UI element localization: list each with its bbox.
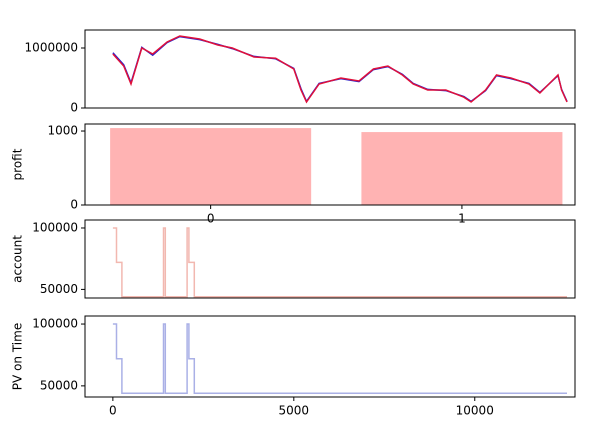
y-tick-label: 0 bbox=[70, 101, 78, 115]
y-axis-label: PV on Time bbox=[11, 323, 25, 390]
line bbox=[112, 323, 567, 395]
bar bbox=[361, 132, 563, 205]
y-axis-label: account bbox=[11, 235, 25, 283]
axes-frame bbox=[84, 29, 576, 109]
y-tick-label: 1000000 bbox=[25, 41, 78, 55]
x-tick-label: 0 bbox=[207, 212, 215, 226]
y-axis-label: profit bbox=[11, 148, 25, 180]
y-tick-label: 50000 bbox=[40, 378, 78, 392]
y-tick-label: 0 bbox=[70, 198, 78, 212]
axes-frame bbox=[84, 123, 576, 206]
line bbox=[112, 227, 567, 298]
y-tick-label: 50000 bbox=[40, 282, 78, 296]
axes-frame bbox=[84, 315, 576, 398]
x-tick-label: 10000 bbox=[456, 404, 494, 418]
line bbox=[112, 35, 568, 104]
y-tick-label: 100000 bbox=[32, 317, 78, 331]
y-tick-label: 1000 bbox=[47, 124, 78, 138]
x-tick-label: 1 bbox=[458, 212, 466, 226]
y-tick-label: 100000 bbox=[32, 220, 78, 234]
line bbox=[112, 35, 568, 103]
x-tick-label: 5000 bbox=[279, 404, 310, 418]
axes-frame bbox=[84, 219, 576, 299]
x-tick-label: 0 bbox=[109, 404, 117, 418]
bar bbox=[110, 128, 312, 205]
